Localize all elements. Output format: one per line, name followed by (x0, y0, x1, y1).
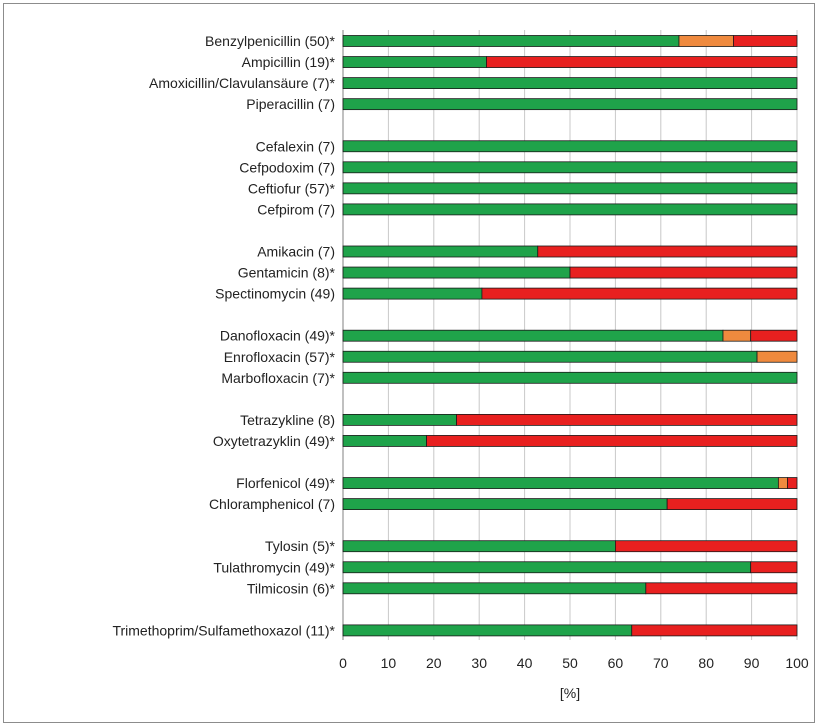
category-label: Marbofloxacin (7)* (221, 370, 335, 386)
category-label: Ceftiofur (57)* (248, 180, 336, 196)
bar-segment-orange (722, 329, 752, 342)
x-tick-label: 70 (653, 655, 669, 671)
bar-segment-green (342, 287, 483, 300)
category-label: Gentamicin (8)* (238, 265, 336, 281)
category-label: Enrofloxacin (57)* (224, 349, 336, 365)
category-label: Cefpodoxim (7) (239, 159, 335, 175)
bar-segment-orange (777, 477, 788, 489)
x-tick-label: 0 (339, 655, 347, 671)
chart-frame (3, 3, 815, 723)
x-axis-title: [%] (560, 685, 580, 701)
bar-segment-green (342, 140, 798, 153)
category-label: Benzylpenicillin (50)* (205, 33, 336, 49)
x-tick-label: 60 (608, 655, 624, 671)
category-label: Ampicillin (19)* (242, 54, 336, 70)
bar-segment-green (342, 203, 798, 216)
bar-segment-green (342, 540, 616, 553)
category-label: Trimethoprim/Sulfamethoxazol (11)* (112, 622, 335, 638)
category-label: Cefpirom (7) (257, 201, 335, 217)
category-label: Oxytetrazyklin (49)* (213, 433, 336, 449)
bar-segment-red (750, 561, 798, 574)
category-label: Piperacillin (7) (246, 96, 335, 112)
bar-segment-green (342, 477, 779, 489)
bar-segment-green (342, 266, 571, 279)
category-label: Chloramphenicol (7) (209, 496, 335, 512)
category-label: Amikacin (7) (257, 244, 335, 260)
bars (342, 35, 798, 637)
category-labels: Benzylpenicillin (50)* Ampicillin (19)* Am… (112, 33, 335, 638)
bar-segment-green (342, 582, 647, 595)
bar-segment-green (342, 161, 798, 174)
bar-segment-red (666, 498, 798, 511)
bar-segment-green (342, 182, 798, 195)
bar-segment-green (342, 98, 798, 111)
bar-segment-red (787, 477, 798, 489)
category-label: Tylosin (5)* (265, 538, 336, 554)
x-tick-label: 20 (426, 655, 442, 671)
bar-segment-orange (678, 35, 734, 47)
bar-segment-red (733, 35, 798, 47)
x-tick-label: 80 (698, 655, 714, 671)
bar-segment-green (342, 413, 457, 426)
bar-segment-green (342, 329, 724, 342)
x-tick-label: 10 (381, 655, 397, 671)
x-tick-labels: 0 10 20 30 40 50 60 70 80 90 100 (339, 655, 809, 671)
category-label: Tetrazykline (8) (240, 412, 335, 428)
bar-segment-red (537, 245, 798, 258)
bar-segment-green (342, 35, 680, 47)
bar-segment-red (631, 624, 798, 637)
bar-segment-red (569, 266, 798, 279)
category-label: Cefalexin (7) (256, 138, 335, 154)
bar-segment-red (456, 413, 798, 426)
bar-segment-red (426, 435, 798, 447)
bar-segment-green (342, 498, 668, 511)
category-label: Danofloxacin (49)* (220, 328, 336, 344)
bar-segment-red (481, 287, 798, 300)
category-label: Florfenicol (49)* (236, 475, 335, 491)
bar-segment-red (645, 582, 798, 595)
bar-segment-green (342, 371, 798, 384)
category-label: Spectinomycin (49) (215, 286, 335, 302)
bar-segment-green (342, 56, 487, 68)
bar-segment-green (342, 624, 633, 637)
bar-segment-green (342, 561, 752, 574)
bar-segment-red (615, 540, 798, 553)
x-tick-label: 50 (562, 655, 578, 671)
bar-segment-green (342, 245, 539, 258)
bar-segment-red (750, 329, 798, 342)
bar-segment-orange (756, 350, 798, 363)
x-tick-label: 40 (517, 655, 533, 671)
x-tick-label: 90 (744, 655, 760, 671)
bar-segment-green (342, 435, 427, 447)
x-tick-label: 100 (785, 655, 809, 671)
category-label: Tilmicosin (6)* (247, 580, 336, 596)
category-label: Tulathromycin (49)* (213, 559, 335, 575)
bar-segment-red (486, 56, 798, 68)
x-tick-label: 30 (471, 655, 487, 671)
bar-segment-green (342, 350, 758, 363)
category-label: Amoxicillin/Clavulansäure (7)* (149, 75, 336, 91)
bar-segment-green (342, 77, 798, 89)
